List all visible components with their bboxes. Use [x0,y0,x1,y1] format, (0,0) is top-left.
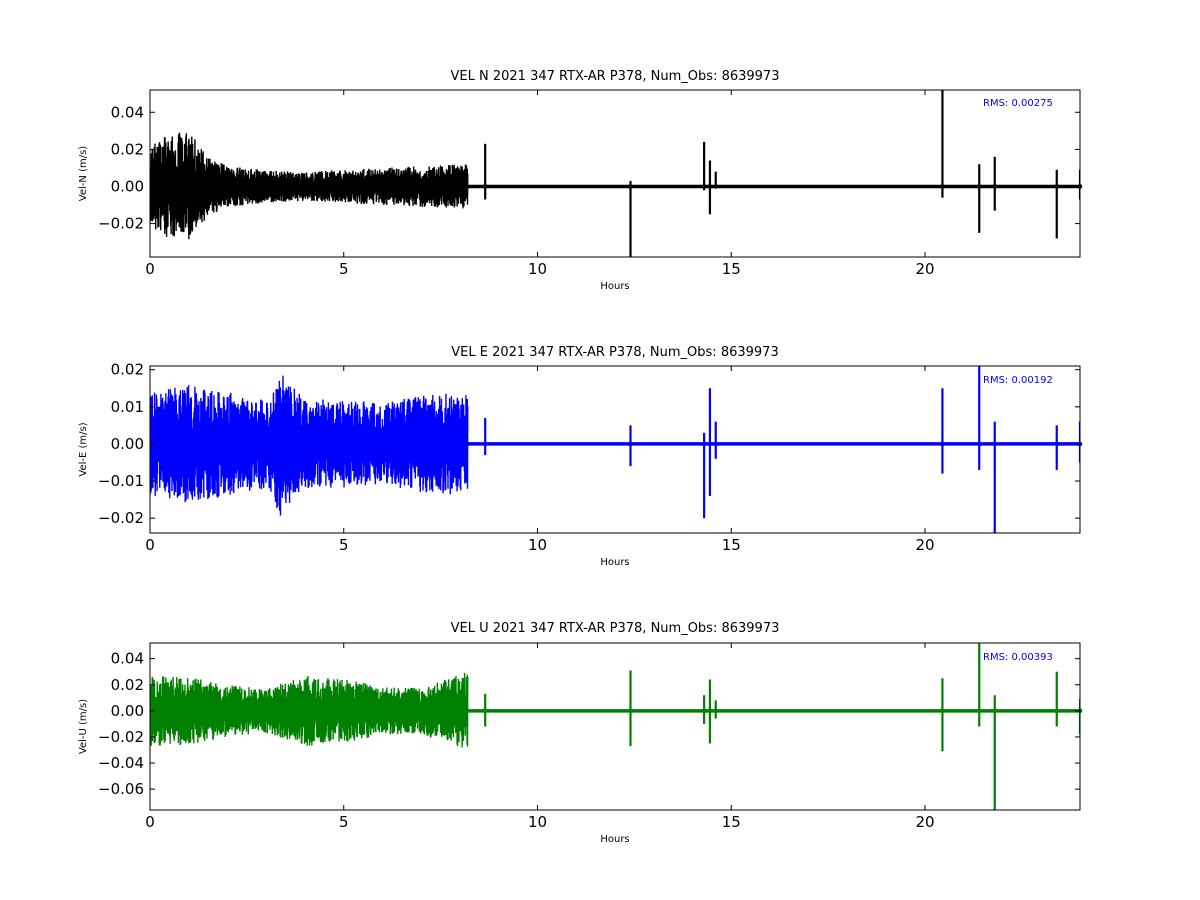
y-tick-label: 0.00 [111,435,144,453]
y-axis-label: Vel-U (m/s) [78,699,89,754]
y-tick-label: 0.00 [111,702,144,720]
data-point [992,441,997,447]
panel-vel-e: VEL E 2021 347 RTX-AR P378, Num_Obs: 863… [78,345,1083,568]
y-tick-label: 0.00 [111,177,144,195]
y-tick-label: −0.02 [98,215,144,233]
x-tick-label: 20 [915,536,934,554]
data-point [628,708,633,714]
data-point [940,441,945,447]
data-point [977,441,982,447]
x-tick-label: 0 [145,813,155,831]
data-point [940,184,945,189]
data-point [992,708,997,714]
y-tick-label: 0.04 [111,650,144,668]
data-point [707,708,713,714]
y-tick-label: −0.02 [98,728,144,746]
plot-frame [149,642,1081,811]
y-tick-label: 0.01 [111,398,144,416]
y-tick-label: −0.04 [98,754,144,772]
data-point [713,708,718,714]
data-point [713,184,718,189]
plot-frame [149,365,1081,534]
x-axis-label: Hours [600,557,629,568]
x-tick-label: 10 [528,813,547,831]
panel-title: VEL E 2021 347 RTX-AR P378, Num_Obs: 863… [451,345,778,360]
x-tick-label: 15 [722,813,741,831]
data-point [713,441,718,447]
x-axis-label: Hours [600,281,629,292]
data-point [707,184,713,189]
x-tick-label: 0 [145,536,155,554]
y-axis-label: Vel-N (m/s) [78,146,89,201]
y-tick-label: 0.02 [111,361,144,379]
rms-annotation: RMS: 0.00192 [983,375,1053,386]
data-point [701,441,707,447]
data-point [977,708,982,714]
plot-frame [149,89,1081,258]
y-tick-label: 0.02 [111,676,144,694]
data-point [1054,184,1059,189]
panel-vel-n: VEL N 2021 347 RTX-AR P378, Num_Obs: 863… [78,69,1083,292]
x-tick-label: 5 [339,260,349,278]
data-point [701,708,707,714]
rms-annotation: RMS: 0.00275 [983,98,1053,109]
noisy-trace [150,132,469,240]
data-point [482,441,488,447]
x-tick-label: 20 [915,260,934,278]
x-tick-label: 10 [528,536,547,554]
x-tick-label: 5 [339,813,349,831]
panel-title: VEL U 2021 347 RTX-AR P378, Num_Obs: 863… [451,621,780,636]
data-point [707,441,713,447]
rms-annotation: RMS: 0.00393 [983,652,1053,663]
x-tick-label: 10 [528,260,547,278]
x-tick-label: 15 [722,536,741,554]
data-point [1054,708,1059,714]
x-tick-label: 20 [915,813,934,831]
data-point [940,708,945,714]
panel-title: VEL N 2021 347 RTX-AR P378, Num_Obs: 863… [451,69,780,84]
y-tick-label: −0.06 [98,780,144,798]
y-tick-label: 0.04 [111,103,144,121]
y-tick-label: −0.01 [98,472,144,490]
x-tick-label: 5 [339,536,349,554]
x-axis-label: Hours [600,834,629,845]
data-point [992,184,997,189]
y-axis-label: Vel-E (m/s) [78,422,89,476]
data-point [701,184,707,189]
data-point [482,184,488,189]
data-point [628,184,633,189]
data-point [977,184,982,189]
noisy-trace [150,672,469,748]
data-point [482,708,488,714]
noisy-trace [150,375,469,516]
y-tick-label: 0.02 [111,140,144,158]
data-point [628,441,633,447]
x-tick-label: 15 [722,260,741,278]
y-tick-label: −0.02 [98,509,144,527]
x-tick-label: 0 [145,260,155,278]
data-point [1054,441,1059,447]
panel-vel-u: VEL U 2021 347 RTX-AR P378, Num_Obs: 863… [78,621,1083,845]
